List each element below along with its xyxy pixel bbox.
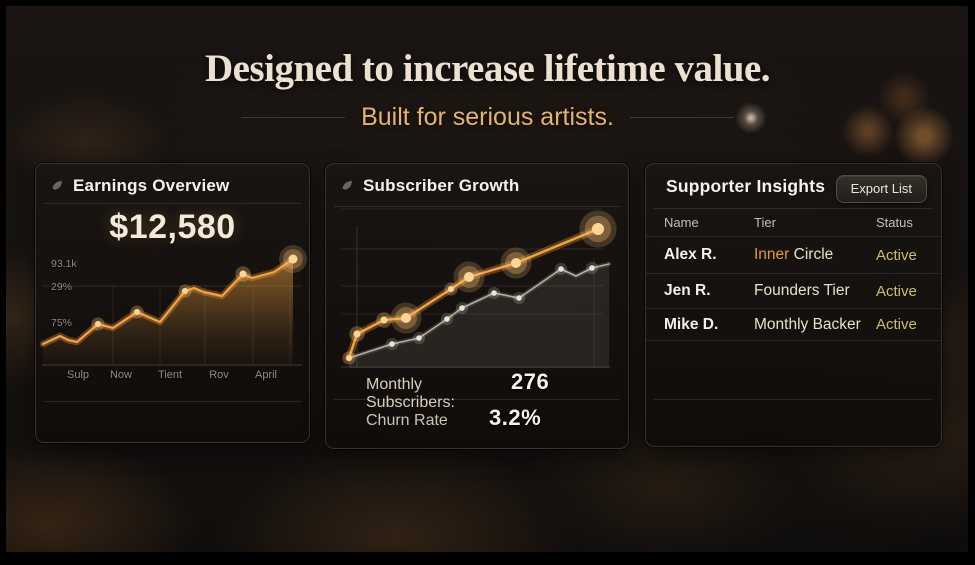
x-axis-tick: Rov [209,369,229,381]
earnings-card: Earnings Overview $12,580 [35,163,310,443]
supporter-tier: Inner Circle [754,246,834,263]
monthly-subscribers-value: 276 [511,369,550,394]
y-axis-tick: 75% [51,317,73,329]
supporter-card: Supporter Insights Export List Name Tier… [645,163,942,447]
supporter-tier: Founders Tier [754,282,850,299]
divider-line-left [241,117,346,118]
supporter-tier: Monthly Backer [754,315,861,333]
supporter-name: Alex R. [664,246,717,263]
monthly-subscribers-label: Monthly Subscribers: [366,376,455,411]
page-subtitle-text: Built for serious artists. [361,103,614,131]
supporter-table-body: Alex R. Inner Circle Active Jen R. Founders … [646,236,941,341]
divider [44,401,301,402]
earnings-total: $12,580 [109,208,236,246]
subscriber-chart-svg [341,208,617,368]
leaf-icon [342,180,352,190]
x-axis-tick: Tient [157,369,183,381]
earnings-chart-svg [39,245,307,366]
supporter-status: Active [876,316,917,333]
table-row: Mike D. Monthly Backer Active [646,309,941,341]
earnings-card-header: Earnings Overview [51,176,229,196]
subscriber-card-header: Subscriber Growth [341,176,519,196]
x-axis-tick: April [254,369,278,381]
card-title: Subscriber Growth [363,176,520,195]
column-header-status: Status [876,215,913,230]
divider [44,203,301,204]
divider [334,399,620,400]
divider [654,399,933,400]
y-axis-tick: 93.1k [51,258,77,270]
card-title: Earnings Overview [73,176,230,195]
divider [654,208,933,209]
churn-rate-label: Churn Rate [366,412,448,429]
export-list-button[interactable]: Export List [835,175,927,203]
churn-rate-value: 3.2% [489,405,542,430]
supporter-name: Mike D. [664,315,719,333]
divider [334,206,620,207]
leaf-icon [52,180,62,190]
subscriber-card: Subscriber Growth Monthly Subscribers: 2… [325,163,629,449]
table-header: Name Tier Status [646,215,941,230]
supporter-status: Active [876,282,917,300]
column-header-tier: Tier [754,215,776,230]
earnings-chart: 93.1k 29% 75% [39,245,307,366]
supporter-card-header: Supporter Insights [666,176,825,197]
card-title: Supporter Insights [666,176,826,196]
page-subtitle: Built for serious artists. [0,103,975,132]
page-title: Designed to increase lifetime value. [204,47,771,90]
column-header-name: Name [664,215,699,230]
y-axis-tick: 29% [51,281,73,293]
table-row: Jen R. Founders Tier Active [646,274,941,309]
x-axis-tick: Sulp [66,369,90,381]
table-row: Alex R. Inner Circle Active [646,236,941,274]
monthly-subscribers-row: Monthly Subscribers: 276 [366,369,612,412]
supporter-name: Jen R. [664,282,711,299]
supporter-status: Active [876,246,917,264]
x-axis-tick: Now [109,369,133,381]
churn-rate-row: Churn Rate 3.2% [366,405,612,431]
divider-line-right [629,117,734,118]
subscriber-chart [341,208,621,368]
x-axis-labels: Sulp Now Tient Rov April [42,369,302,383]
